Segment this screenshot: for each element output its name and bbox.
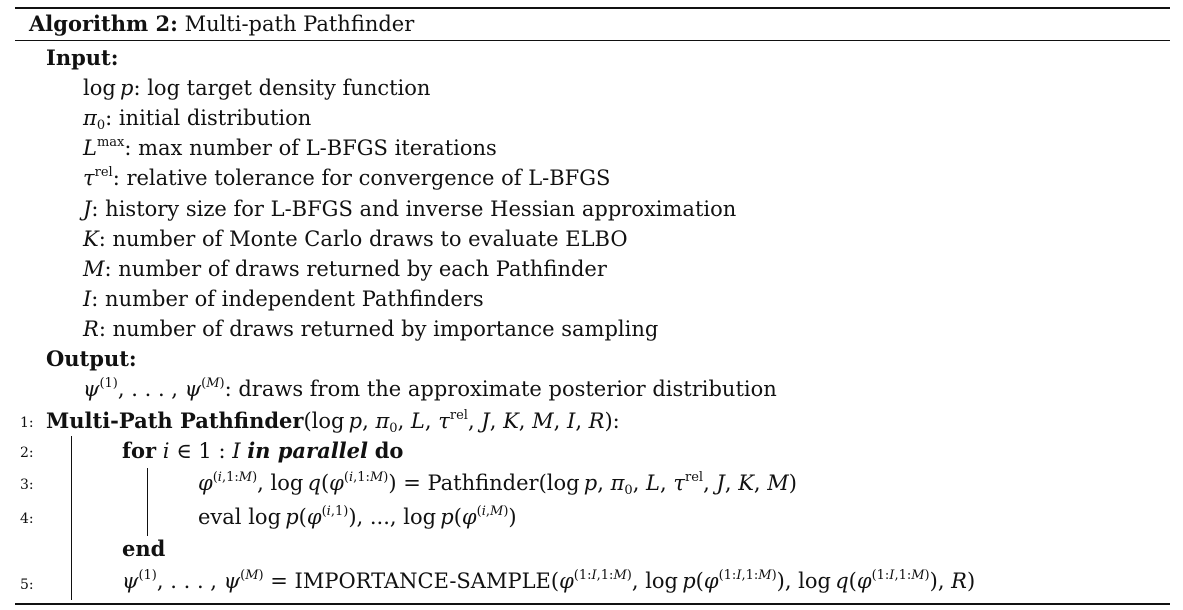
output-heading: Output: — [46, 346, 137, 371]
input-item-i: I: number of independent Pathfinders — [83, 287, 484, 311]
line-number: 4: — [20, 511, 34, 527]
input-item-j: J: history size for L-BFGS and inverse H… — [83, 197, 737, 221]
input-item-pi0: π0: initial distribution — [83, 106, 312, 133]
line-number: 5: — [20, 577, 34, 593]
top-rule — [15, 7, 1170, 9]
algorithm-caption: Algorithm 2: Multi-path Pathfinder — [29, 10, 414, 38]
function-name: Multi-Path Pathfinder — [46, 408, 304, 433]
input-item-r: R: number of draws returned by importanc… — [83, 317, 659, 341]
caption-title: Multi-path Pathfinder — [184, 12, 415, 36]
output-desc: : draws from the approximate posterior d… — [224, 377, 777, 401]
for-body-bar — [147, 468, 148, 536]
input-item-m: M: number of draws returned by each Path… — [83, 257, 607, 281]
keyword-do: do — [374, 438, 404, 463]
keyword-end: end — [122, 536, 166, 561]
output-item-psi: ψ(1), . . . , ψ(M): draws from the appro… — [83, 376, 777, 401]
input-item-lmax: Lmax: max number of L-BFGS iterations — [83, 135, 497, 160]
input-item-logp: log p: log target density function — [83, 76, 431, 100]
input-desc: : number of independent Pathfinders — [91, 287, 484, 311]
input-desc: : initial distribution — [105, 106, 312, 130]
input-desc: : history size for L-BFGS and inverse He… — [91, 197, 737, 221]
function-signature: Multi-Path Pathfinder(log p, π0, L, τrel… — [46, 408, 620, 436]
line-number: 3: — [20, 477, 34, 493]
keyword-in-parallel: in parallel — [247, 438, 368, 463]
input-desc: : number of Monte Carlo draws to evaluat… — [98, 227, 628, 251]
input-desc: : number of draws returned by importance… — [98, 317, 659, 341]
algorithm-block: Algorithm 2: Multi-path Pathfinder Input… — [15, 0, 1170, 610]
keyword-for: for — [122, 438, 157, 463]
input-heading: Input: — [46, 45, 119, 70]
bottom-rule — [15, 603, 1170, 605]
pathfinder-call: φ(i,1:M), log q(φ(i,1:M)) = Pathfinder(l… — [198, 470, 797, 498]
line-number: 2: — [20, 445, 34, 461]
input-desc: : number of draws returned by each Pathf… — [104, 257, 607, 281]
for-loop-header: for i ∈ 1 : I in parallel do — [122, 438, 404, 463]
input-item-k: K: number of Monte Carlo draws to evalua… — [83, 227, 628, 251]
input-desc: : log target density function — [133, 76, 431, 100]
input-desc: : max number of L-BFGS iterations — [124, 136, 497, 160]
caption-label: Algorithm 2: — [29, 11, 178, 36]
line-number: 1: — [20, 415, 34, 431]
function-body-bar — [71, 436, 72, 600]
caption-rule — [15, 40, 1170, 41]
input-item-taurel: τrel: relative tolerance for convergence… — [83, 165, 611, 190]
importance-sample-line: ψ(1), . . . , ψ(M) = IMPORTANCE-SAMPLE(φ… — [122, 568, 976, 593]
eval-line: eval log p(φ(i,1)), ..., log p(φ(i,M)) — [198, 504, 517, 529]
input-desc: : relative tolerance for convergence of … — [112, 166, 611, 190]
